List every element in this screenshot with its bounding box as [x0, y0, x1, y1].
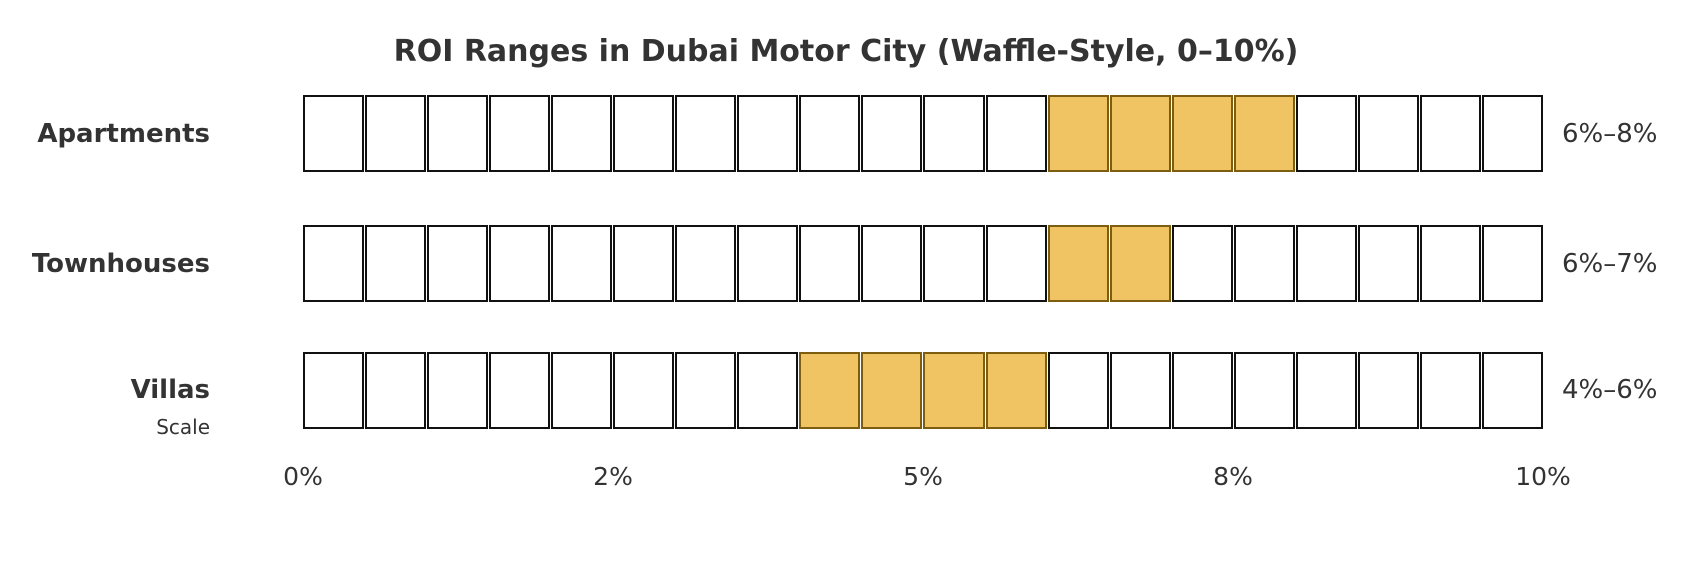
waffle-cell: [489, 95, 551, 172]
x-tick-5pct: 5%: [903, 462, 943, 491]
waffle-cell: [551, 225, 613, 302]
waffle-cell: [675, 352, 737, 429]
waffle-cell: [675, 225, 737, 302]
waffle-cell: [1171, 225, 1233, 302]
waffle-cell: [1295, 352, 1357, 429]
waffle-cell: [1109, 95, 1171, 172]
waffle-cell: [1109, 352, 1171, 429]
waffle-row-apartments: [303, 95, 1543, 172]
waffle-cell: [799, 352, 861, 429]
waffle-row-townhouses: [303, 225, 1543, 302]
waffle-cell: [303, 95, 365, 172]
waffle-cell: [1419, 352, 1481, 429]
waffle-cell: [737, 95, 799, 172]
waffle-cell: [1295, 225, 1357, 302]
waffle-cell: [427, 95, 489, 172]
waffle-cell: [1481, 95, 1543, 172]
waffle-cell: [489, 352, 551, 429]
waffle-cell: [1047, 352, 1109, 429]
waffle-cell: [1047, 225, 1109, 302]
waffle-cell: [737, 225, 799, 302]
waffle-cell: [861, 352, 923, 429]
waffle-cell: [737, 352, 799, 429]
waffle-cell: [427, 225, 489, 302]
waffle-cell: [365, 95, 427, 172]
waffle-cell: [923, 225, 985, 302]
waffle-cell: [799, 225, 861, 302]
waffle-cell: [923, 95, 985, 172]
waffle-cell: [861, 225, 923, 302]
waffle-cell: [427, 352, 489, 429]
row-label-apartments: Apartments: [37, 119, 210, 149]
x-axis: 0% 2% 5% 8% 10%: [283, 462, 1571, 494]
x-tick-10pct: 10%: [1515, 462, 1571, 491]
waffle-cell: [1171, 95, 1233, 172]
waffle-cell: [1233, 95, 1295, 172]
waffle-cell: [365, 225, 427, 302]
waffle-cell: [923, 352, 985, 429]
x-axis-label-scale: Scale: [156, 415, 210, 439]
waffle-cell: [1357, 95, 1419, 172]
waffle-cell: [1481, 352, 1543, 429]
chart-title: ROI Ranges in Dubai Motor City (Waffle-S…: [393, 34, 1299, 69]
waffle-cell: [861, 95, 923, 172]
waffle-cell: [303, 225, 365, 302]
waffle-cell: [1419, 95, 1481, 172]
waffle-cell: [613, 352, 675, 429]
range-label-apartments: 6%–8%: [1562, 119, 1658, 149]
x-tick-2pct: 2%: [593, 462, 633, 491]
x-tick-8pct: 8%: [1213, 462, 1253, 491]
range-label-villas: 4%–6%: [1562, 375, 1658, 405]
waffle-cell: [1357, 225, 1419, 302]
row-label-townhouses: Townhouses: [31, 249, 210, 279]
waffle-cell: [1109, 225, 1171, 302]
waffle-cell: [551, 352, 613, 429]
waffle-cell: [613, 225, 675, 302]
waffle-cell: [1233, 225, 1295, 302]
waffle-cell: [1233, 352, 1295, 429]
waffle-cell: [1481, 225, 1543, 302]
waffle-cell: [1419, 225, 1481, 302]
waffle-cell: [1357, 352, 1419, 429]
waffle-cell: [1295, 95, 1357, 172]
waffle-cell: [365, 352, 427, 429]
waffle-cell: [1047, 95, 1109, 172]
range-label-townhouses: 6%–7%: [1562, 249, 1658, 279]
x-tick-0pct: 0%: [283, 462, 323, 491]
waffle-cell: [303, 352, 365, 429]
waffle-cell: [985, 95, 1047, 172]
waffle-cell: [489, 225, 551, 302]
waffle-cell: [985, 225, 1047, 302]
waffle-cell: [613, 95, 675, 172]
waffle-cell: [1171, 352, 1233, 429]
waffle-cell: [985, 352, 1047, 429]
waffle-cell: [675, 95, 737, 172]
waffle-cell: [551, 95, 613, 172]
waffle-row-villas: [303, 352, 1543, 429]
row-label-villas: Villas: [130, 375, 210, 405]
waffle-cell: [799, 95, 861, 172]
